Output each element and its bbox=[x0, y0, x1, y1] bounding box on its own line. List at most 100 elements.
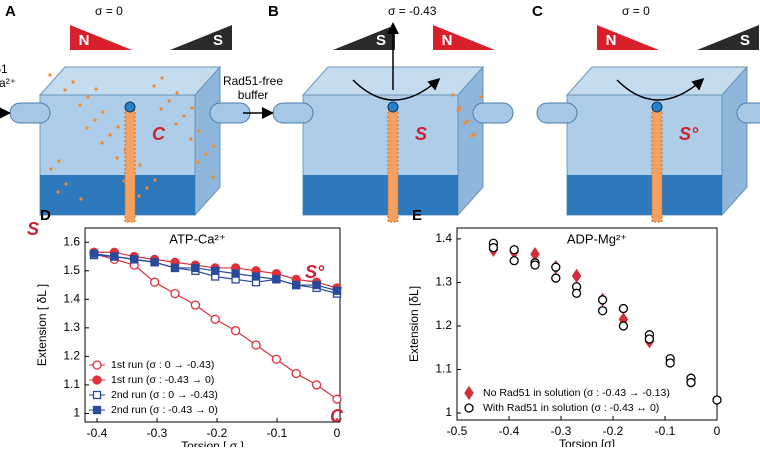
protein-dot bbox=[167, 99, 171, 103]
protein-dot bbox=[49, 167, 53, 171]
protein-dot bbox=[465, 119, 469, 123]
box-top bbox=[565, 66, 749, 96]
magnet bbox=[597, 25, 659, 50]
point bbox=[332, 286, 342, 295]
y-tick-label: 1.1 bbox=[435, 362, 452, 376]
box-bottom bbox=[567, 175, 722, 215]
sigma-label: σ = -0.43 bbox=[388, 4, 437, 18]
protein-dot bbox=[458, 106, 462, 110]
magnet-label: S bbox=[213, 32, 223, 49]
point bbox=[170, 288, 180, 299]
dna-state: S° bbox=[679, 124, 699, 144]
protein-dot bbox=[204, 152, 208, 156]
point bbox=[272, 275, 281, 284]
point bbox=[251, 272, 261, 281]
protein-dot bbox=[108, 133, 112, 137]
magnet-label: N bbox=[606, 32, 617, 49]
y-tick-label: 1.5 bbox=[63, 263, 80, 277]
point bbox=[210, 314, 220, 324]
legend-marker bbox=[464, 385, 474, 401]
annotation: C bbox=[330, 406, 344, 426]
point bbox=[211, 266, 220, 275]
magnet-label: N bbox=[442, 32, 453, 49]
legend-label: 2nd run (σ : 0 → -0.43) bbox=[111, 389, 218, 401]
bead bbox=[651, 101, 663, 113]
inlet-label: ATP-Ca²⁺ bbox=[0, 76, 16, 90]
box-bottom bbox=[303, 175, 458, 215]
magnet bbox=[697, 25, 759, 50]
legend-label: With Rad51 in solution (σ : -0.43 ↔ 0) bbox=[483, 402, 659, 414]
dna-state: C bbox=[152, 124, 166, 144]
point bbox=[311, 380, 322, 390]
x-tick-label: -0.2 bbox=[207, 426, 228, 440]
protein-dot bbox=[456, 108, 460, 112]
x-tick-label: 0 bbox=[334, 426, 341, 440]
y-axis-label: Extension [ δL ] bbox=[35, 284, 49, 366]
protein-dot bbox=[175, 91, 179, 95]
magnet bbox=[433, 25, 495, 50]
point bbox=[571, 288, 582, 298]
protein-dot bbox=[211, 175, 215, 179]
point bbox=[191, 263, 200, 273]
y-axis-label: Extension [δL] bbox=[407, 286, 421, 362]
protein-dot bbox=[78, 103, 82, 107]
dna bbox=[124, 109, 136, 223]
point bbox=[251, 340, 261, 350]
panel-label: D bbox=[40, 207, 51, 224]
x-tick-label: -0.1 bbox=[267, 426, 288, 440]
magnet-label: S bbox=[740, 32, 750, 49]
y-tick-label: 1.4 bbox=[435, 231, 452, 245]
magnet bbox=[70, 25, 132, 50]
bead bbox=[124, 101, 136, 113]
protein-dot bbox=[100, 141, 104, 145]
box-bottom bbox=[40, 175, 195, 215]
dna-state: S bbox=[415, 124, 427, 144]
point bbox=[712, 395, 722, 405]
plot-area bbox=[84, 227, 341, 423]
point bbox=[110, 252, 119, 261]
legend-label: No Rad51 in solution (σ : -0.43 → -0.13) bbox=[483, 387, 670, 399]
tube bbox=[536, 102, 578, 124]
protein-dot bbox=[190, 106, 194, 110]
magnet bbox=[333, 25, 395, 50]
x-tick-label: -0.1 bbox=[655, 424, 676, 438]
rotation-arrow bbox=[352, 78, 441, 101]
inlet-label: Rad51-free bbox=[223, 74, 283, 88]
dna bbox=[651, 109, 663, 223]
protein-dot bbox=[64, 182, 68, 186]
x-tick-label: -0.4 bbox=[87, 426, 108, 440]
legend-marker bbox=[92, 390, 102, 400]
protein-dot bbox=[63, 88, 67, 92]
legend-label: 1st run (σ : 0 → -0.43) bbox=[111, 359, 214, 371]
inlet-label: Rad51 bbox=[0, 62, 8, 76]
protein-dot bbox=[463, 121, 467, 125]
annotation: S bbox=[27, 219, 39, 239]
legend-symbol bbox=[92, 390, 102, 400]
y-tick-label: 1 bbox=[73, 406, 80, 420]
protein-dot bbox=[56, 190, 60, 194]
point bbox=[530, 260, 540, 270]
tube bbox=[736, 102, 760, 124]
x-tick-label: -0.2 bbox=[603, 424, 624, 438]
protein-dot bbox=[153, 178, 157, 182]
magnet-label: S bbox=[376, 32, 386, 49]
point bbox=[571, 268, 582, 284]
panel-label: E bbox=[412, 207, 422, 224]
bead bbox=[387, 101, 399, 113]
protein-dot bbox=[160, 76, 164, 80]
point bbox=[597, 295, 608, 305]
point bbox=[190, 300, 201, 310]
protein-dot bbox=[138, 163, 142, 167]
point bbox=[89, 249, 99, 258]
protein-dot bbox=[174, 122, 178, 126]
point bbox=[149, 277, 160, 287]
protein-dot bbox=[86, 95, 90, 99]
magnet bbox=[170, 25, 232, 50]
sigma-label: σ = 0 bbox=[95, 4, 123, 18]
protein-dot bbox=[115, 156, 119, 160]
panel-label: C bbox=[532, 3, 543, 20]
legend-marker bbox=[464, 403, 474, 413]
point bbox=[231, 269, 240, 278]
y-tick-label: 1.6 bbox=[63, 234, 80, 248]
